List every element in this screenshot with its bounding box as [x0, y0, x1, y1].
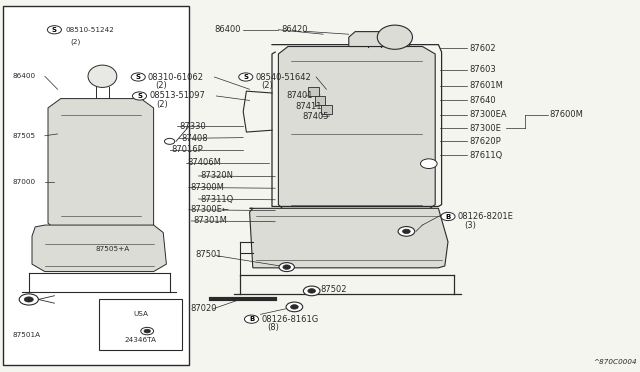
Text: 87611Q: 87611Q [469, 151, 502, 160]
Text: (8): (8) [268, 323, 280, 332]
Text: 24346TA: 24346TA [125, 337, 157, 343]
Circle shape [144, 329, 150, 333]
Text: 87603: 87603 [469, 65, 496, 74]
Circle shape [244, 315, 259, 323]
Text: 87020: 87020 [191, 304, 217, 313]
Text: 87330: 87330 [179, 122, 206, 131]
Text: 08540-51642: 08540-51642 [255, 73, 311, 81]
Text: 08126-8161G: 08126-8161G [261, 315, 318, 324]
Circle shape [291, 305, 298, 309]
Text: 87408: 87408 [181, 134, 208, 143]
Text: 87640: 87640 [469, 96, 496, 105]
Polygon shape [32, 225, 166, 272]
Text: 08126-8201E: 08126-8201E [458, 212, 513, 221]
Text: 87300EA: 87300EA [469, 110, 507, 119]
Circle shape [283, 265, 291, 269]
Circle shape [141, 327, 154, 335]
Text: 87406M: 87406M [188, 158, 221, 167]
Text: 87000: 87000 [13, 179, 36, 185]
Text: 87401: 87401 [287, 92, 313, 100]
Text: 87601M: 87601M [469, 81, 503, 90]
Circle shape [24, 297, 33, 302]
Text: S: S [52, 27, 57, 33]
Text: 86420: 86420 [282, 25, 308, 34]
Text: (2): (2) [261, 81, 273, 90]
Circle shape [47, 26, 61, 34]
Text: (2): (2) [156, 100, 168, 109]
Circle shape [239, 73, 253, 81]
Text: 08510-51242: 08510-51242 [66, 27, 115, 33]
Circle shape [279, 263, 294, 272]
Text: 86400: 86400 [214, 25, 241, 34]
Circle shape [286, 302, 303, 312]
Text: 87501: 87501 [195, 250, 221, 259]
Bar [308, 87, 319, 96]
Circle shape [19, 294, 38, 305]
Text: S: S [136, 74, 141, 80]
Circle shape [303, 286, 320, 296]
Circle shape [308, 289, 316, 293]
Text: ^870C0004: ^870C0004 [593, 359, 637, 365]
Text: (2): (2) [155, 81, 166, 90]
Text: (3): (3) [465, 221, 477, 230]
Text: 87501A: 87501A [13, 332, 41, 338]
Circle shape [403, 229, 410, 234]
Text: B: B [445, 214, 451, 219]
Text: 87505: 87505 [13, 133, 36, 139]
Text: 87600M: 87600M [549, 110, 583, 119]
Text: 87320N: 87320N [200, 171, 234, 180]
Circle shape [164, 138, 175, 144]
Bar [99, 299, 182, 350]
Text: USA: USA [133, 311, 148, 317]
Text: 87602: 87602 [469, 44, 496, 53]
Circle shape [420, 159, 437, 169]
Text: 87411: 87411 [296, 102, 322, 111]
Text: 87300E←: 87300E← [191, 205, 230, 214]
Polygon shape [250, 208, 448, 268]
Polygon shape [48, 99, 154, 234]
Text: B: B [249, 316, 254, 322]
Ellipse shape [378, 25, 413, 49]
Text: 87300E: 87300E [469, 124, 501, 133]
Circle shape [398, 227, 415, 236]
Text: 87311Q: 87311Q [200, 195, 234, 203]
Polygon shape [349, 32, 410, 46]
Text: S: S [137, 93, 142, 99]
Bar [321, 105, 332, 114]
Text: 87016P: 87016P [172, 145, 204, 154]
Text: (2): (2) [70, 38, 81, 45]
Text: 87505+A: 87505+A [96, 246, 131, 252]
Circle shape [441, 212, 455, 221]
Text: 87620P: 87620P [469, 137, 501, 146]
Ellipse shape [88, 65, 117, 87]
Text: S: S [243, 74, 248, 80]
Circle shape [132, 92, 147, 100]
Bar [3, 6, 189, 365]
Text: 87502: 87502 [320, 285, 346, 294]
Text: 86400: 86400 [13, 73, 36, 79]
Bar [315, 96, 325, 105]
Circle shape [131, 73, 145, 81]
Text: 87300M: 87300M [191, 183, 225, 192]
Text: 08513-51097: 08513-51097 [149, 92, 205, 100]
Text: 08310-61062: 08310-61062 [148, 73, 204, 81]
Text: 87301M: 87301M [193, 217, 227, 225]
Polygon shape [278, 46, 435, 214]
Text: 87405: 87405 [303, 112, 329, 121]
